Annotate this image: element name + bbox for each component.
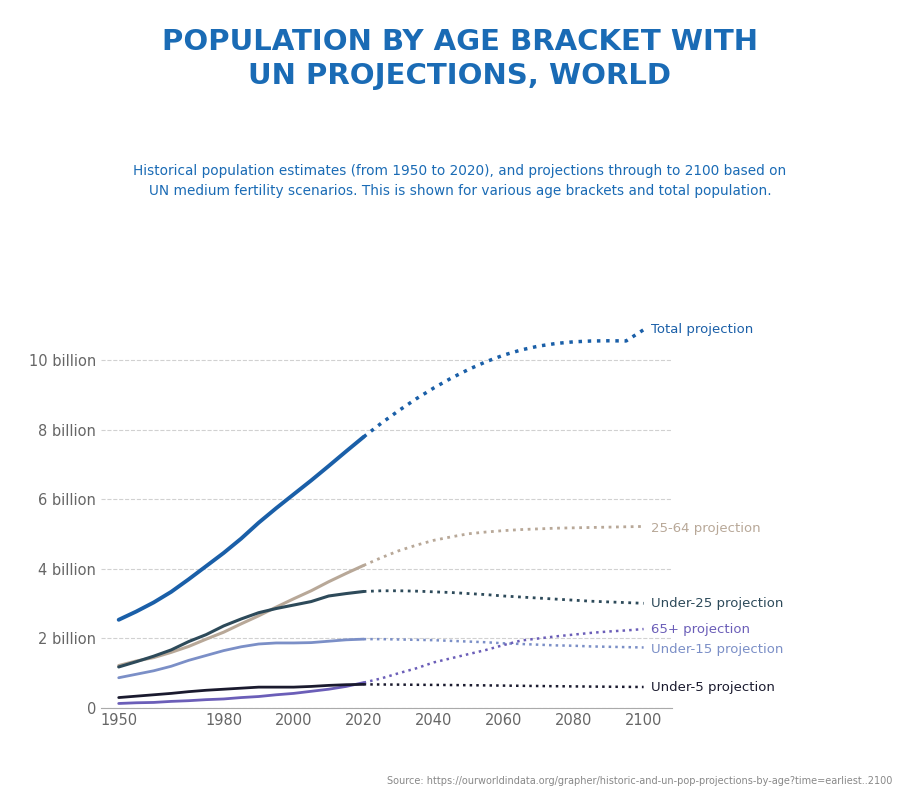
Text: POPULATION BY AGE BRACKET WITH
UN PROJECTIONS, WORLD: POPULATION BY AGE BRACKET WITH UN PROJEC… <box>162 28 757 90</box>
Text: 25-64 projection: 25-64 projection <box>650 522 759 535</box>
Text: Source: https://ourworldindata.org/grapher/historic-and-un-pop-projections-by-ag: Source: https://ourworldindata.org/graph… <box>387 776 891 786</box>
Text: Under-25 projection: Under-25 projection <box>650 597 782 610</box>
Text: Historical population estimates (from 1950 to 2020), and projections through to : Historical population estimates (from 19… <box>133 164 786 198</box>
Text: Under-15 projection: Under-15 projection <box>650 643 782 656</box>
Text: Under-5 projection: Under-5 projection <box>650 681 774 694</box>
Text: 65+ projection: 65+ projection <box>650 622 749 635</box>
Text: Total projection: Total projection <box>650 323 752 336</box>
